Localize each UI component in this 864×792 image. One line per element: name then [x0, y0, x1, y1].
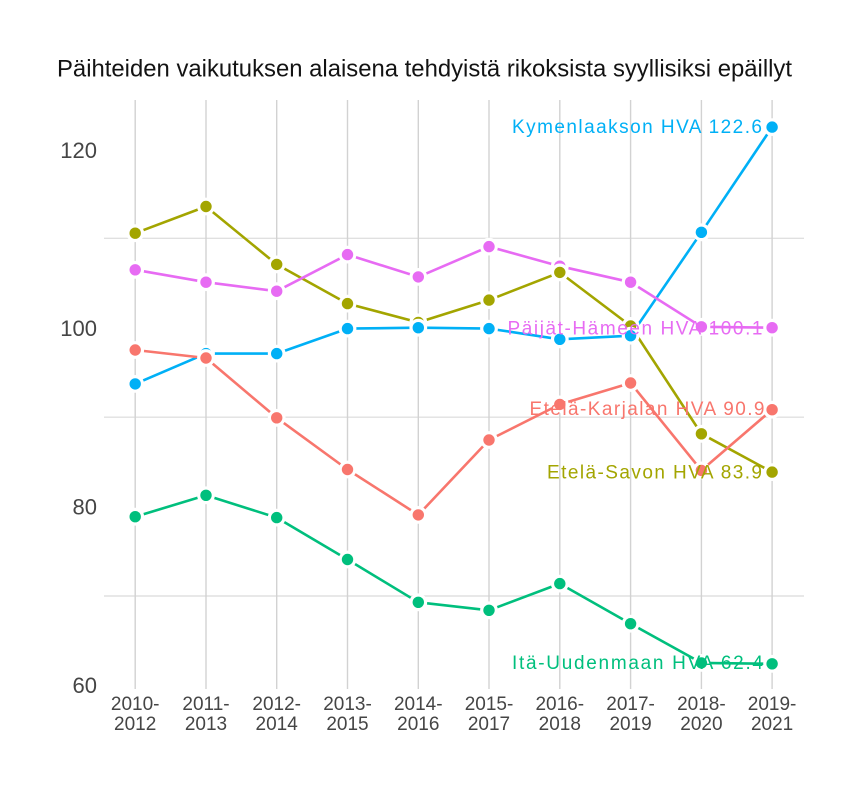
- svg-text:2018-: 2018-: [677, 694, 726, 715]
- svg-text:2016-: 2016-: [535, 694, 584, 715]
- svg-text:2016: 2016: [397, 714, 439, 735]
- svg-text:2015-: 2015-: [465, 694, 514, 715]
- svg-text:2020: 2020: [680, 714, 722, 735]
- svg-text:2018: 2018: [539, 714, 581, 735]
- svg-text:2014: 2014: [256, 714, 299, 735]
- svg-text:2021: 2021: [751, 714, 793, 735]
- svg-text:2013-: 2013-: [323, 694, 372, 715]
- svg-text:2012: 2012: [114, 714, 156, 735]
- svg-text:2019: 2019: [609, 714, 651, 735]
- svg-text:2011-: 2011-: [182, 694, 229, 715]
- svg-text:2017: 2017: [468, 714, 510, 735]
- svg-text:Etelä-Karjalan HVA 90.9: Etelä-Karjalan HVA 90.9: [530, 399, 765, 420]
- svg-text:Päihteiden vaikutuksen alaisen: Päihteiden vaikutuksen alaisena tehdyist…: [57, 56, 792, 83]
- svg-text:2017-: 2017-: [606, 694, 655, 715]
- svg-text:2012-: 2012-: [252, 694, 301, 715]
- svg-text:2015: 2015: [326, 714, 368, 735]
- svg-text:100: 100: [60, 316, 97, 341]
- svg-text:Etelä-Savon HVA 83.9: Etelä-Savon HVA 83.9: [547, 462, 762, 483]
- svg-text:Päijät-Hämeen HVA 100.1: Päijät-Hämeen HVA 100.1: [508, 318, 763, 339]
- svg-text:2014-: 2014-: [394, 694, 443, 715]
- svg-text:60: 60: [73, 673, 97, 698]
- svg-text:2013: 2013: [185, 714, 227, 735]
- svg-text:Kymenlaakson HVA 122.6: Kymenlaakson HVA 122.6: [512, 117, 762, 138]
- svg-text:120: 120: [60, 138, 97, 163]
- svg-text:2010-: 2010-: [111, 694, 160, 715]
- svg-text:80: 80: [73, 495, 97, 520]
- svg-text:Itä-Uudenmaan HVA 62.4: Itä-Uudenmaan HVA 62.4: [512, 653, 763, 674]
- svg-text:2019-: 2019-: [748, 694, 797, 715]
